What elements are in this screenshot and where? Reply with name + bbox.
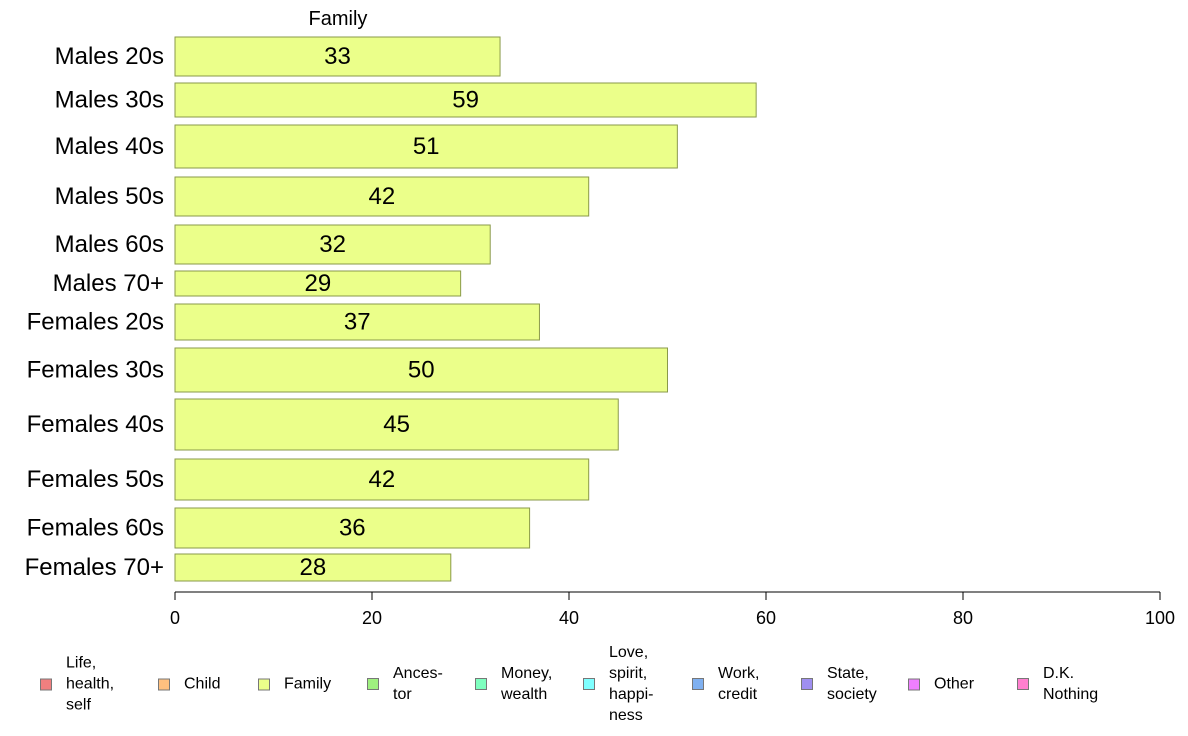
bar-row: Females 20s 37 [27, 303, 540, 341]
legend-item: Other [908, 674, 974, 695]
bar [174, 82, 757, 118]
value-label: 45 [383, 411, 410, 438]
legend-item: Love, spirit, happi- ness [583, 642, 653, 726]
bar [174, 303, 540, 341]
legend-swatch [40, 678, 52, 690]
value-label: 50 [408, 357, 435, 384]
bar [174, 124, 678, 169]
category-label: Females 50s [27, 466, 164, 493]
legend-item: Ances- tor [367, 663, 443, 705]
legend-label: Ances- tor [393, 665, 443, 703]
legend-item: Child [158, 674, 220, 695]
legend-item: D.K. Nothing [1017, 663, 1098, 705]
x-tick-label: 0 [170, 608, 180, 628]
value-label: 29 [304, 270, 331, 297]
bar [174, 224, 491, 265]
bar-row: Males 30s 59 [55, 82, 757, 118]
legend-swatch [258, 678, 270, 690]
legend-label: Work, credit [718, 665, 760, 703]
category-label: Females 60s [27, 515, 164, 542]
legend-swatch [1017, 678, 1029, 690]
legend-swatch [692, 678, 704, 690]
legend-swatch [475, 678, 487, 690]
x-tick-label: 20 [362, 608, 382, 628]
bar-row: Males 20s 33 [55, 36, 501, 77]
category-label: Males 70+ [53, 270, 164, 297]
category-label: Males 30s [55, 87, 164, 114]
legend-swatch [367, 678, 379, 690]
legend-label: Family [284, 675, 332, 693]
category-label: Males 50s [55, 183, 164, 210]
legend-item: State, society [801, 663, 877, 705]
legend-swatch [801, 678, 813, 690]
bar-row: Males 60s 32 [55, 224, 491, 265]
category-label: Males 20s [55, 43, 164, 70]
value-label: 59 [452, 87, 479, 114]
value-label: 51 [413, 133, 440, 160]
x-tick-label: 60 [756, 608, 776, 628]
legend-swatch [158, 678, 170, 690]
legend-label: D.K. Nothing [1043, 665, 1099, 703]
legend-item: Life, health, self [40, 653, 114, 716]
bar [174, 347, 668, 393]
bar-row: Males 50s 42 [55, 176, 590, 217]
value-label: 37 [344, 309, 371, 336]
bar-row: Males 40s 51 [55, 124, 678, 169]
category-label: Females 20s [27, 309, 164, 336]
legend-item: Money, wealth [475, 663, 552, 705]
value-label: 42 [368, 466, 395, 493]
bar [174, 553, 452, 582]
legend-label: Life, health, self [66, 654, 115, 714]
legend-label: Money, wealth [501, 665, 553, 703]
legend-label: Other [934, 675, 975, 693]
bar-row: Females 50s 42 [27, 458, 590, 501]
x-axis: 0 20 40 60 80 100 [170, 591, 1175, 628]
legend-swatch [908, 678, 920, 690]
category-label: Females 70+ [25, 554, 164, 581]
legend-label: State, society [827, 665, 877, 703]
bar [174, 507, 531, 549]
legend-swatch [583, 678, 595, 690]
value-label: 36 [339, 515, 366, 542]
bar [174, 270, 462, 297]
value-label: 42 [368, 183, 395, 210]
value-label: 33 [324, 43, 351, 70]
legend-item: Family [258, 674, 331, 695]
bar-chart: Family Males 20s 33 Males 30s 59 Males 40s 51… [25, 8, 1175, 628]
bar-row: Females 30s 50 [27, 347, 668, 393]
bar [174, 398, 619, 451]
legend-item: Work, credit [692, 663, 759, 705]
chart-title: Family [309, 8, 368, 30]
legend-label: Love, spirit, happi- ness [609, 644, 654, 724]
bar-row: Males 70+ 29 [53, 270, 462, 297]
x-tick-label: 40 [559, 608, 579, 628]
bar [174, 458, 590, 501]
bar-row: Females 60s 36 [27, 507, 531, 549]
value-label: 32 [319, 231, 346, 258]
legend-label: Child [184, 675, 221, 693]
category-label: Males 60s [55, 231, 164, 258]
bar-row: Females 70+ 28 [25, 553, 452, 582]
value-label: 28 [300, 554, 327, 581]
category-label: Males 40s [55, 133, 164, 160]
bar-row: Females 40s 45 [27, 398, 619, 451]
bar [174, 36, 501, 77]
bar [174, 176, 590, 217]
x-tick-label: 80 [953, 608, 973, 628]
x-tick-label: 100 [1145, 608, 1175, 628]
legend: Life, health, self Child Family Ances- tor M… [20, 640, 1180, 730]
bars-group: Males 20s 33 Males 30s 59 Males 40s 51 Males 5… [25, 36, 757, 582]
category-label: Females 40s [27, 411, 164, 438]
category-label: Females 30s [27, 357, 164, 384]
